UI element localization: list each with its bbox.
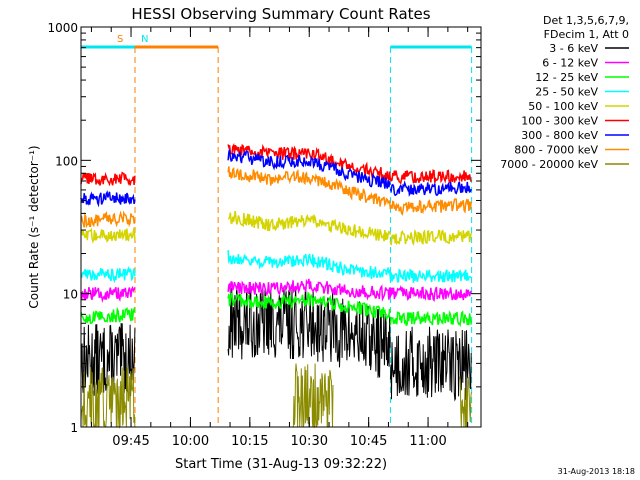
y-tick-label: 1 — [70, 421, 78, 435]
y-axis-label: Count Rate (s⁻¹ detector⁻¹) — [27, 145, 41, 308]
y-tick-label: 10 — [63, 288, 78, 302]
series-line-25-50keV — [389, 268, 472, 283]
series-line-100-300keV — [80, 171, 136, 187]
plot-frame — [80, 26, 482, 428]
legend-label: 100 - 300 keV — [521, 115, 598, 128]
series-line-100-300keV — [227, 143, 392, 181]
series-line-50-100keV — [227, 210, 392, 242]
legend-label: 7000 - 20000 keV — [500, 158, 598, 171]
legend-label: 300 - 800 keV — [521, 129, 598, 142]
series-line-100-300keV — [389, 169, 472, 185]
series-line-6-12keV — [227, 278, 392, 302]
series-line-6-12keV — [389, 285, 472, 302]
y-tick-label: 100 — [55, 154, 78, 168]
series-line-6-12keV — [80, 285, 136, 304]
legend-label: 6 - 12 keV — [542, 57, 598, 70]
series-line-300-800keV — [227, 149, 392, 189]
series-line-50-100keV — [389, 228, 472, 247]
series-line-12-25keV — [80, 306, 136, 325]
footer-timestamp: 31-Aug-2013 18:18 — [558, 467, 635, 476]
x-tick-label: 10:00 — [172, 434, 209, 449]
chart-title: HESSI Observing Summary Count Rates — [131, 5, 430, 23]
series-line-7000-20000keV — [292, 363, 334, 429]
series-line-7000-20000keV — [80, 366, 136, 429]
series-lines — [80, 143, 472, 429]
annotation-n: N — [141, 34, 148, 45]
series-line-300-800keV — [389, 180, 472, 197]
legend-label: 12 - 25 keV — [535, 71, 598, 84]
series-line-25-50keV — [227, 250, 392, 279]
annotation-s: S — [117, 34, 123, 45]
legend-label: 25 - 50 keV — [535, 86, 598, 99]
series-line-50-100keV — [80, 227, 136, 244]
x-tick-label: 11:00 — [409, 434, 446, 449]
x-tick-label: 10:15 — [231, 434, 268, 449]
legend: Det 1,3,5,6,7,9, FDecim 1, Att 0 3 - 6 k… — [500, 14, 629, 171]
y-tick-label: 1000 — [47, 21, 78, 35]
series-line-3-6keV — [80, 323, 136, 397]
x-tick-label: 09:45 — [112, 434, 149, 449]
legend-label: 800 - 7000 keV — [514, 144, 598, 157]
legend-label: 50 - 100 keV — [528, 100, 598, 113]
series-line-3-6keV — [389, 326, 472, 402]
x-tick-label: 10:45 — [350, 434, 387, 449]
legend-label: 3 - 6 keV — [549, 42, 598, 55]
series-line-12-25keV — [227, 291, 392, 322]
series-line-300-800keV — [80, 190, 136, 208]
series-line-800-7000keV — [227, 166, 392, 210]
series-line-800-7000keV — [80, 210, 136, 229]
series-line-25-50keV — [80, 266, 136, 284]
series-line-3-6keV — [227, 287, 391, 378]
series-line-800-7000keV — [389, 198, 472, 216]
axes: 1 10 100 1000 09:45 10:00 10:15 10:30 10:45 11:00 — [47, 21, 481, 449]
x-tick-label: 10:30 — [291, 434, 328, 449]
legend-header-line-2: FDecim 1, Att 0 — [544, 28, 629, 41]
x-axis-label: Start Time (31-Aug-13 09:32:22) — [175, 457, 387, 472]
series-line-12-25keV — [389, 310, 472, 328]
legend-header-line-1: Det 1,3,5,6,7,9, — [543, 14, 629, 27]
